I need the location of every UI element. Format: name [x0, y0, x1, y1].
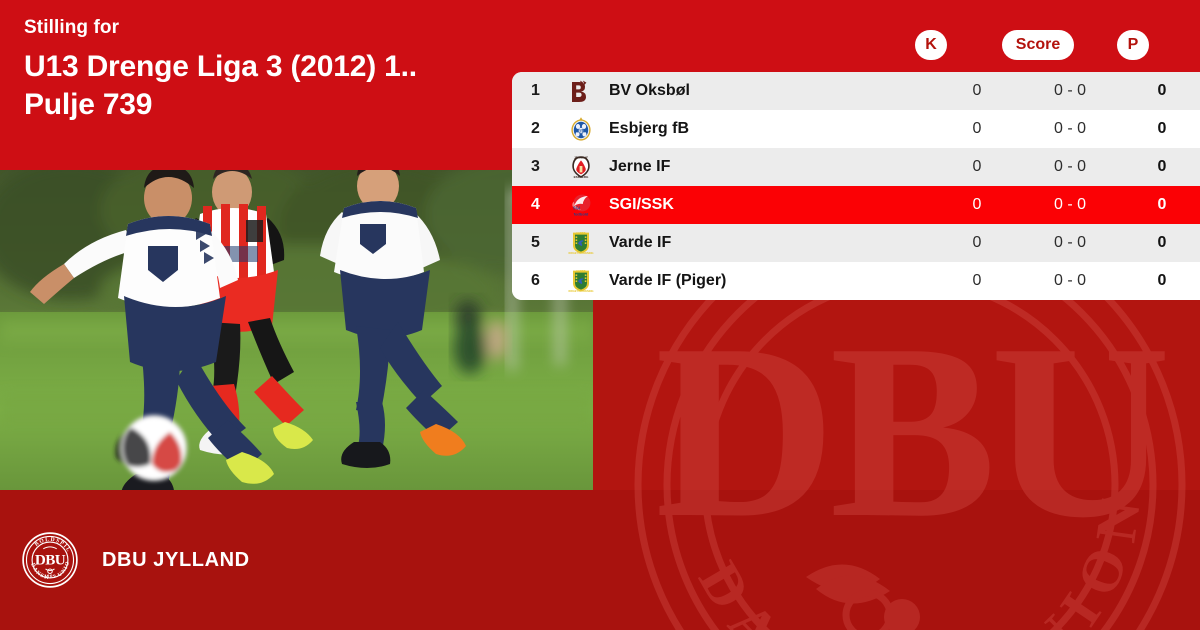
row-rank: 5	[531, 234, 540, 251]
esbjerg-fb-crest-icon: EfB	[559, 116, 603, 142]
header-kicker: Stilling for	[24, 17, 120, 38]
poster-header: Stilling for U13 Drenge Liga 3 (2012) 1.…	[24, 17, 544, 124]
row-rank: 2	[531, 120, 540, 137]
table-row[interactable]: 2 EfB	[512, 110, 1200, 148]
row-points: 0	[1157, 120, 1167, 137]
column-header-k: K	[915, 30, 947, 60]
row-points: 0	[1157, 196, 1167, 213]
row-k: 0	[972, 272, 982, 289]
row-points: 0	[1157, 82, 1167, 99]
svg-text:1889: 1889	[44, 574, 56, 580]
page-title-line-1: U13 Drenge Liga 3 (2012) 1..	[24, 49, 417, 83]
svg-text:JERNE IF: JERNE IF	[574, 156, 588, 160]
poster-footer: BOLDSPIL DANSK UNION DBU 1889 DBU JYLLAN…	[0, 490, 1200, 630]
row-score: 0 - 0	[1053, 120, 1086, 137]
page-title: U13 Drenge Liga 3 (2012) 1.. Pulje 739	[24, 48, 544, 124]
table-column-headers: K Score P	[0, 0, 1200, 72]
row-k: 0	[972, 82, 982, 99]
row-score: 0 - 0	[1053, 234, 1086, 251]
svg-text:VARDE: VARDE	[577, 269, 586, 273]
column-header-score: Score	[1002, 30, 1074, 60]
column-header-p: P	[1117, 30, 1149, 60]
hero-photo	[0, 170, 593, 490]
table-row[interactable]: 5 VARDE IDRAETSFORENING	[512, 224, 1200, 262]
table-row[interactable]: 1 BV Oksbøl 0 0 - 0 0	[512, 72, 1200, 110]
row-k: 0	[972, 196, 982, 213]
varde-if-crest-icon: VARDE IDRAETSFORENING	[559, 230, 603, 256]
row-rank: 6	[531, 272, 540, 289]
row-team-name: Varde IF (Piger)	[609, 272, 727, 289]
row-rank: 1	[531, 82, 540, 99]
row-team-name: SGI/SSK	[609, 196, 674, 213]
svg-text:DBU: DBU	[35, 552, 66, 568]
svg-text:ESBJERG: ESBJERG	[574, 175, 589, 179]
row-k: 0	[972, 120, 982, 137]
varde-if-crest-icon: VARDE IDRAETSFORENING	[559, 268, 603, 294]
row-team-name: BV Oksbøl	[609, 82, 690, 99]
row-score: 0 - 0	[1053, 82, 1086, 99]
row-points: 0	[1157, 234, 1167, 251]
table-row[interactable]: 6 VARDE IDRAETSFORENING	[512, 262, 1200, 300]
footer-label: DBU JYLLAND	[102, 548, 250, 571]
row-rank: 3	[531, 158, 540, 175]
row-team-name: Esbjerg fB	[609, 120, 690, 137]
svg-text:SGI: SGI	[573, 206, 580, 211]
row-team-name: Varde IF	[609, 234, 672, 251]
row-points: 0	[1157, 272, 1167, 289]
svg-text:IDRAETSFORENING: IDRAETSFORENING	[568, 251, 593, 255]
jerne-if-crest-icon: JERNE IF ESBJERG	[559, 154, 603, 180]
row-rank: 4	[531, 196, 540, 213]
table-row[interactable]: 3 JERNE IF ESBJERG Jerne IF 0 0 - 0 0	[512, 148, 1200, 186]
row-score: 0 - 0	[1053, 158, 1086, 175]
svg-text:fodbold: fodbold	[574, 211, 589, 216]
bv-oksbol-crest-icon	[559, 78, 603, 104]
table-row[interactable]: 4 SGI fodbold SGI/SSK 0 0 - 0 0	[512, 186, 1200, 224]
row-k: 0	[972, 234, 982, 251]
sgi-ssk-crest-icon: SGI fodbold	[559, 192, 603, 218]
page-title-line-2: Pulje 739	[24, 87, 153, 121]
standings-table: 1 BV Oksbøl 0 0 - 0 0	[512, 72, 1200, 300]
row-team-name: Jerne IF	[609, 158, 671, 175]
svg-text:VARDE: VARDE	[577, 231, 586, 235]
row-points: 0	[1157, 158, 1167, 175]
row-k: 0	[972, 158, 982, 175]
svg-text:IDRAETSFORENING: IDRAETSFORENING	[568, 289, 593, 293]
row-score: 0 - 0	[1053, 196, 1086, 213]
dbu-logo-icon: BOLDSPIL DANSK UNION DBU 1889	[22, 532, 78, 588]
svg-text:EfB: EfB	[577, 129, 586, 134]
row-score: 0 - 0	[1053, 272, 1086, 289]
